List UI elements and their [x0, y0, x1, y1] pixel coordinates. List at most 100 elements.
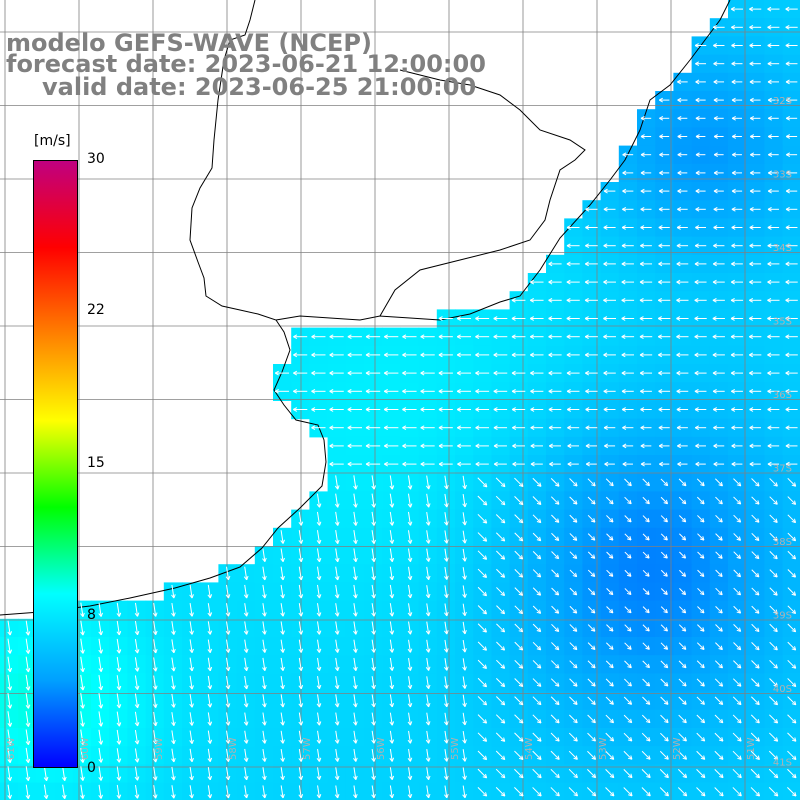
wind-arrow-head	[713, 79, 718, 83]
wind-arrow-head	[695, 190, 700, 194]
wind-arrow-shaft	[696, 642, 705, 650]
wind-arrow	[715, 606, 723, 614]
wind-arrow-head	[718, 556, 723, 559]
wind-arrow	[548, 388, 562, 394]
wind-arrow-head	[475, 443, 480, 447]
wind-arrow	[696, 642, 705, 650]
wind-arrow-head	[462, 721, 466, 726]
wind-arrow-head	[647, 645, 650, 650]
wind-arrow-shaft	[751, 514, 760, 523]
wind-arrow-shaft	[426, 530, 430, 544]
wind-arrow-shaft	[207, 712, 211, 726]
wind-arrow-head	[791, 684, 796, 688]
wind-arrow-head	[720, 518, 723, 523]
wind-arrow-head	[391, 721, 395, 726]
wind-arrow-shaft	[98, 638, 102, 654]
wind-arrow	[676, 425, 688, 431]
wind-arrow-head	[676, 409, 681, 412]
wind-arrow-shaft	[444, 694, 448, 707]
wind-arrow	[25, 674, 31, 691]
wind-arrow-head	[27, 649, 31, 654]
wind-arrow-head	[282, 539, 285, 544]
wind-arrow	[262, 694, 267, 708]
wind-arrow-head	[548, 334, 553, 338]
wind-arrow-head	[464, 539, 467, 544]
wind-arrow	[496, 550, 506, 560]
wind-arrow	[444, 712, 449, 726]
wind-arrow-head	[25, 704, 29, 709]
wind-arrow-head	[298, 649, 302, 653]
wind-arrow	[477, 550, 488, 560]
wind-arrow	[713, 134, 724, 139]
wind-arrow-head	[407, 703, 411, 708]
wind-arrow-head	[603, 208, 608, 212]
wind-arrow-shaft	[207, 639, 211, 653]
wind-arrow-head	[25, 723, 29, 727]
wind-arrow-head	[629, 499, 632, 504]
wind-arrow	[495, 495, 506, 506]
wind-arrow-head	[511, 316, 516, 319]
wind-arrow	[493, 425, 508, 431]
wind-arrow	[697, 624, 705, 632]
wind-arrow-head	[713, 425, 718, 429]
wind-arrow-head	[702, 481, 705, 486]
wind-arrow-head	[246, 630, 249, 635]
wind-arrow-shaft	[189, 675, 193, 690]
wind-arrow-shaft	[317, 694, 320, 708]
wind-arrow-head	[293, 409, 298, 412]
wind-arrow-head	[791, 520, 796, 524]
wind-arrow	[444, 694, 449, 708]
wind-arrow-head	[173, 648, 176, 653]
wind-arrow-head	[82, 722, 85, 727]
wind-arrow-head	[293, 388, 298, 392]
wind-arrow-head	[639, 261, 644, 265]
wind-arrow	[584, 316, 598, 321]
wind-arrow-head	[658, 245, 663, 249]
wind-arrow-shaft	[514, 587, 523, 596]
wind-arrow-head	[428, 539, 431, 544]
wind-arrow-head	[365, 390, 370, 394]
wind-arrow	[639, 334, 653, 340]
wind-arrow-shaft	[371, 657, 375, 671]
wind-arrow	[750, 134, 761, 139]
wind-arrow-shaft	[587, 533, 596, 541]
wind-arrow-shaft	[153, 675, 157, 690]
wind-arrow-head	[209, 666, 213, 672]
wind-arrow-head	[355, 703, 358, 708]
wind-arrow-head	[767, 190, 772, 194]
wind-arrow-head	[773, 684, 778, 687]
wind-arrow-head	[311, 388, 316, 392]
wind-arrow-head	[173, 685, 176, 690]
wind-arrow-shaft	[678, 714, 687, 724]
wind-arrow-head	[785, 45, 790, 48]
wind-arrow	[329, 334, 344, 340]
wind-arrow-head	[603, 352, 608, 356]
wind-arrow-head	[511, 352, 516, 356]
wind-arrow-head	[767, 336, 772, 340]
wind-arrow-head	[627, 702, 632, 705]
wind-arrow-head	[475, 388, 480, 392]
wind-arrow-head	[555, 739, 560, 742]
wind-arrow	[334, 603, 340, 617]
wind-arrow-shaft	[244, 694, 248, 708]
wind-arrow-shaft	[335, 584, 339, 599]
wind-arrow-shaft	[207, 657, 211, 671]
wind-arrow	[152, 657, 158, 672]
wind-arrow-head	[373, 721, 376, 726]
wind-arrow-head	[713, 461, 718, 465]
wind-arrow-shaft	[389, 639, 393, 653]
wind-arrow-shaft	[642, 624, 650, 632]
wind-arrow	[712, 297, 725, 303]
wind-arrow-head	[530, 461, 535, 465]
wind-arrow-head	[446, 721, 449, 726]
wind-arrow-head	[493, 390, 498, 394]
wind-arrow-shaft	[732, 678, 742, 687]
wind-arrow-head	[785, 299, 790, 303]
wind-arrow-shaft	[80, 638, 84, 654]
wind-arrow-head	[713, 45, 718, 48]
wind-arrow-head	[456, 334, 461, 338]
wind-arrow-shaft	[444, 566, 448, 580]
wind-arrow	[532, 587, 542, 596]
wind-arrow-head	[7, 723, 11, 727]
wind-arrow-head	[298, 576, 302, 581]
